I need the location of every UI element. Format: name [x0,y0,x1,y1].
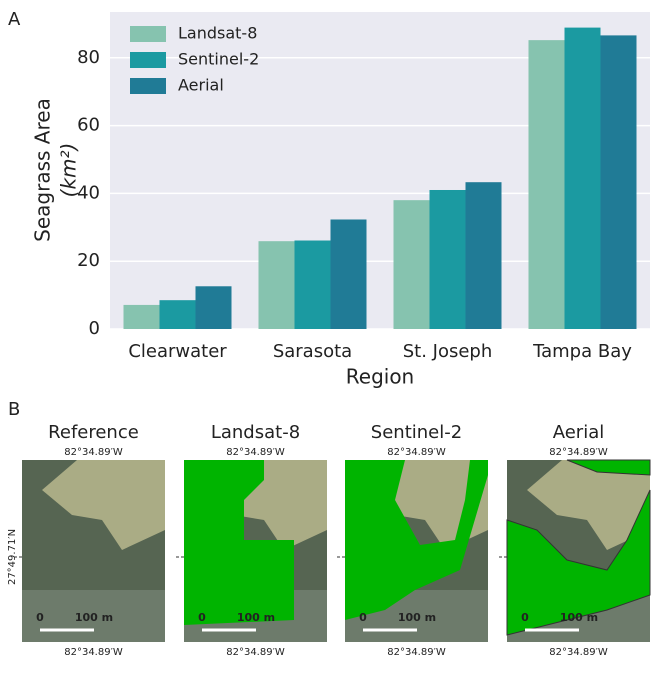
legend-label: Aerial [178,76,224,95]
scale-label: 100 m [75,611,113,624]
x-tick-label: Tampa Bay [532,341,632,362]
x-axis-label: Region [346,365,414,389]
shallow-area [42,460,165,550]
bar [393,200,430,329]
panel-title: Landsat-8 [211,422,300,443]
bar [564,27,601,329]
longitude-label: 82°34.89′W [226,647,285,658]
legend-label: Landsat-8 [178,24,257,43]
scale-label: 100 m [398,611,436,624]
scale-label: 100 m [560,611,598,624]
bar [465,182,502,329]
longitude-label: 82°34.89′W [226,447,285,458]
scale-label: 0 [36,611,44,624]
scale-label: 0 [521,611,529,624]
satellite-image: 0 100 m [345,460,488,642]
x-tick-label: St. Joseph [403,341,493,362]
satellite-image: 0 100 m [184,460,327,642]
panel-title: Reference [48,422,139,443]
latitude-label: 27°49.71′N [7,529,18,585]
longitude-label: 82°34.89′W [64,647,123,658]
longitude-label: 82°34.89′W [387,647,446,658]
longitude-label: 82°34.89′W [549,447,608,458]
scale-label: 0 [359,611,367,624]
x-tick-label: Sarasota [273,341,352,362]
longitude-label: 82°34.89′W [549,647,608,658]
seagrass-class [345,460,488,620]
seagrass-class [184,460,294,625]
bar [294,240,331,329]
bar [600,35,637,329]
bar [258,241,295,329]
legend-swatch [130,52,166,68]
longitude-label: 82°34.89′W [387,447,446,458]
panel-label: A [8,9,21,30]
legend-swatch [130,78,166,94]
panel-title: Sentinel-2 [371,422,462,443]
y-axis-unit: (km²) [57,143,81,198]
x-tick-label: Clearwater [128,341,227,362]
scale-label: 0 [198,611,206,624]
bar [195,286,232,329]
satellite-image: 0 100 m [22,460,165,642]
bar [123,304,160,329]
satellite-image: 0 100 m [506,459,651,642]
longitude-label: 82°34.89′W [64,447,123,458]
y-tick-label: 60 [77,115,100,136]
y-tick-label: 20 [77,250,100,271]
seagrass-class [506,459,651,636]
scale-label: 100 m [237,611,275,624]
legend-swatch [130,26,166,42]
bar [528,40,565,329]
bar [429,189,466,329]
y-tick-label: 40 [77,182,100,203]
y-tick-label: 80 [77,47,100,68]
y-axis-label: Seagrass Area [31,98,55,242]
bar [159,300,196,329]
shallow-area [527,460,650,550]
legend-label: Sentinel-2 [178,50,259,69]
bar [330,219,367,329]
panel-label: B [8,399,20,420]
water-bottom [22,590,165,642]
y-tick-label: 0 [89,318,100,339]
panel-title: Aerial [553,422,605,443]
